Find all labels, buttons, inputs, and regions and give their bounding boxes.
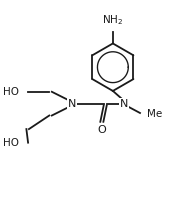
- Text: N: N: [120, 99, 128, 109]
- Text: Me: Me: [147, 109, 162, 119]
- Text: O: O: [98, 125, 106, 135]
- Text: HO: HO: [3, 87, 19, 97]
- Text: N: N: [68, 99, 76, 109]
- Text: HO: HO: [3, 138, 19, 148]
- Text: NH$_2$: NH$_2$: [102, 14, 123, 27]
